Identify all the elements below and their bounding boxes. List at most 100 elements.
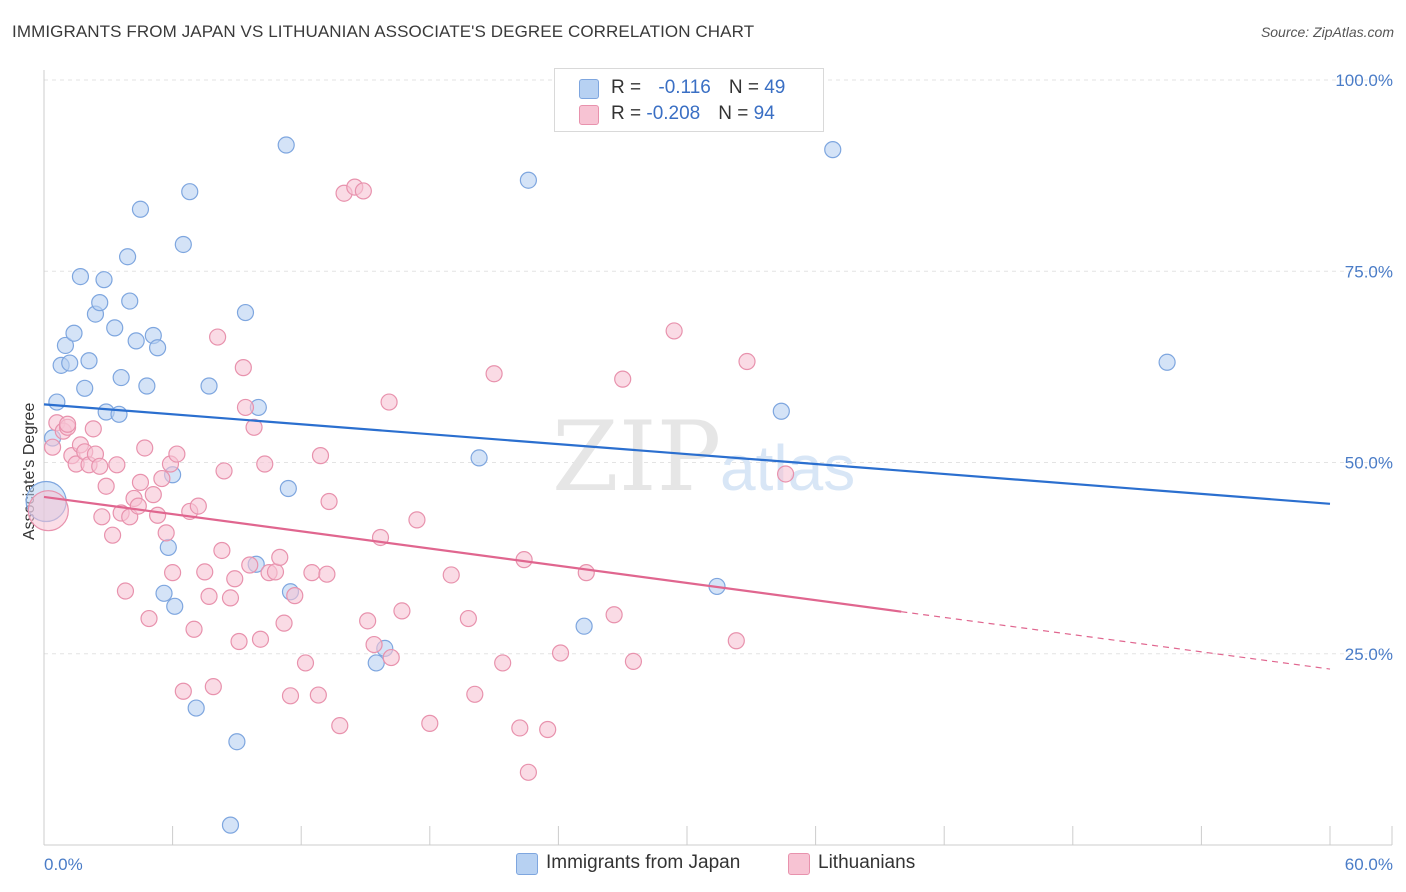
x-tick-label: 0.0% [44, 855, 83, 874]
data-point [204, 678, 222, 696]
data-point [91, 294, 109, 312]
data-point [58, 415, 77, 433]
data-point [551, 644, 570, 662]
data-point [174, 235, 192, 254]
legend-n-value-lithuanians: 94 [753, 103, 775, 124]
data-point [382, 648, 400, 667]
data-point [200, 377, 218, 395]
data-point [824, 141, 842, 159]
data-point [48, 393, 66, 411]
data-point [138, 377, 156, 395]
data-point [140, 609, 158, 628]
data-point [296, 654, 315, 672]
data-point [131, 200, 150, 218]
trend-line [43, 403, 1331, 505]
data-point [1158, 353, 1176, 371]
data-point [286, 587, 304, 605]
legend-n-value-japan: 49 [764, 77, 786, 98]
data-point [95, 271, 113, 289]
data-point [164, 564, 182, 582]
data-point [144, 486, 162, 504]
data-point [311, 447, 330, 465]
watermark-zip: ZIP [552, 401, 721, 513]
y-tick-label: 75.0% [1345, 262, 1393, 281]
data-point [112, 368, 130, 387]
data-point [226, 570, 244, 588]
legend-r-label: R = [611, 77, 647, 98]
data-point [727, 632, 745, 650]
data-point [185, 620, 203, 638]
data-point [421, 714, 439, 732]
data-point [519, 763, 537, 781]
data-point [76, 379, 94, 397]
data-point [511, 719, 529, 737]
legend-swatch-lithuanians [579, 105, 599, 125]
data-point [380, 393, 398, 411]
data-point [236, 303, 255, 322]
data-point [605, 606, 623, 624]
data-point [116, 582, 135, 600]
data-point [266, 563, 285, 581]
trend-line-extrapolated [901, 611, 1331, 670]
data-point [181, 183, 199, 201]
data-point [228, 733, 246, 751]
data-point [241, 556, 259, 574]
bottom-legend-label-lithuanians: Lithuanians [818, 852, 916, 873]
data-point [168, 445, 186, 463]
data-point [494, 654, 512, 672]
data-point [271, 548, 289, 566]
data-point [393, 602, 411, 620]
data-point [442, 566, 460, 584]
x-tick-labels: 0.0% 60.0% [44, 855, 1393, 874]
y-tick-labels: 25.0% 50.0% 75.0% 100.0% [1335, 71, 1393, 664]
data-point [155, 584, 173, 602]
legend-n-label: N = [728, 77, 765, 98]
data-point [466, 685, 484, 703]
data-point [136, 439, 154, 457]
data-point [91, 457, 109, 475]
data-point [174, 682, 192, 700]
data-point [148, 506, 167, 524]
data-point [148, 339, 167, 357]
data-point [256, 455, 274, 473]
legend-r-label: R = [611, 103, 647, 124]
data-point [303, 564, 321, 582]
data-point [27, 490, 69, 532]
data-point [71, 268, 90, 286]
data-point [539, 720, 557, 739]
data-point [234, 359, 252, 377]
data-point [166, 597, 184, 615]
data-point [215, 462, 233, 480]
data-point [359, 612, 377, 630]
data-point [121, 292, 139, 310]
data-point [275, 614, 293, 632]
data-point [519, 171, 537, 189]
data-point [331, 717, 349, 735]
data-point [277, 136, 295, 154]
source-label: Source: ZipAtlas.com [1260, 24, 1394, 40]
data-point [309, 686, 327, 704]
x-tick-label: 60.0% [1345, 855, 1393, 874]
data-point [367, 654, 385, 672]
data-point [157, 524, 175, 542]
legend-r-value-lithuanians: -0.208 [646, 103, 701, 124]
data-point [61, 354, 79, 372]
data-point [97, 477, 115, 495]
data-point [159, 538, 177, 557]
data-point [43, 438, 62, 456]
data-point [103, 526, 122, 544]
trend-lines [43, 403, 1331, 670]
data-point [108, 456, 126, 474]
bottom-legend-swatch-japan [516, 853, 538, 875]
data-point [236, 398, 255, 417]
data-point [187, 699, 205, 717]
data-point [56, 336, 75, 355]
data-point [320, 492, 338, 511]
series-lithuanians-points [27, 178, 795, 781]
chart-title: IMMIGRANTS FROM JAPAN VS LITHUANIAN ASSO… [12, 22, 755, 41]
data-point [318, 565, 336, 583]
data-point [624, 652, 643, 671]
data-point [196, 563, 214, 581]
data-point [251, 630, 270, 648]
